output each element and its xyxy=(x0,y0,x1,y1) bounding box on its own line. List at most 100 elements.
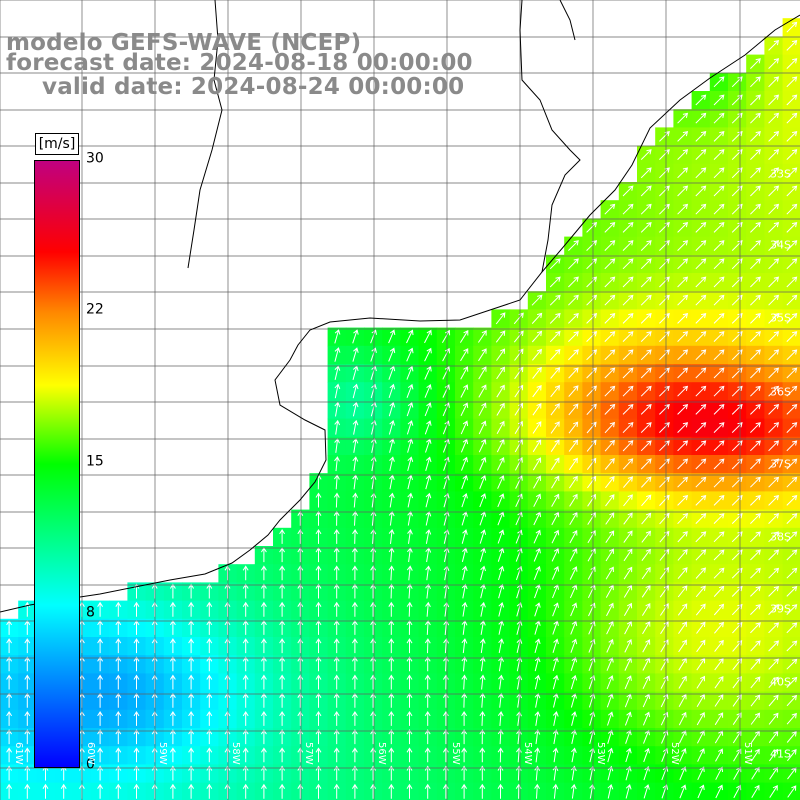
wind-arrow xyxy=(279,656,286,672)
wind-arrow xyxy=(695,112,707,124)
wind-arrow xyxy=(750,658,761,670)
wind-arrow xyxy=(695,531,707,543)
wind-arrow xyxy=(605,548,614,562)
wind-arrow xyxy=(498,674,504,690)
wind-arrow xyxy=(497,729,504,745)
wind-arrow xyxy=(786,349,798,361)
wind-arrow xyxy=(406,420,414,435)
wind-arrow xyxy=(786,640,798,652)
wind-arrow xyxy=(679,766,687,781)
wind-arrow xyxy=(169,583,176,599)
wind-arrow xyxy=(587,493,596,507)
wind-arrow xyxy=(604,331,616,342)
lon-label-60w: 60W xyxy=(85,742,96,765)
wind-arrow xyxy=(442,747,449,763)
wind-arrow xyxy=(731,422,743,433)
wind-arrow xyxy=(622,385,634,397)
wind-arrow xyxy=(497,475,505,489)
wind-arrow xyxy=(713,549,725,561)
wind-arrow xyxy=(389,456,395,472)
wind-arrow xyxy=(568,385,579,397)
wind-arrow xyxy=(731,458,743,470)
wind-arrow xyxy=(42,783,49,799)
wind-arrow xyxy=(733,766,742,780)
wind-arrow xyxy=(406,729,413,745)
wind-arrow xyxy=(731,476,743,488)
colorbar-tick-30: 30 xyxy=(86,150,104,167)
wind-arrow xyxy=(495,312,506,325)
wind-arrow xyxy=(605,530,615,543)
wind-arrow xyxy=(786,622,798,634)
wind-arrow xyxy=(695,221,707,233)
wind-arrow xyxy=(551,547,560,562)
wind-arrow xyxy=(406,765,413,781)
wind-arrow xyxy=(695,549,707,561)
wind-arrow xyxy=(515,529,523,544)
wind-arrow xyxy=(660,675,669,689)
wind-arrow xyxy=(695,258,707,270)
wind-arrow xyxy=(713,221,725,233)
wind-arrow xyxy=(6,674,13,690)
wind-arrow xyxy=(496,402,505,416)
wind-arrow xyxy=(188,783,195,799)
wind-arrow xyxy=(133,674,140,690)
wind-arrow xyxy=(677,513,689,525)
wind-arrow xyxy=(351,656,358,672)
wind-arrow xyxy=(550,457,560,471)
wind-arrow xyxy=(768,349,780,361)
wind-arrow xyxy=(242,638,249,654)
wind-arrow xyxy=(768,367,780,379)
wind-arrow xyxy=(534,602,541,617)
wind-arrow xyxy=(133,638,140,654)
wind-arrow xyxy=(315,656,322,672)
wind-arrow xyxy=(640,276,652,288)
colorbar xyxy=(34,160,80,768)
wind-arrow xyxy=(713,240,725,251)
wind-arrow xyxy=(768,676,779,689)
wind-arrow xyxy=(750,748,760,762)
wind-arrow xyxy=(533,547,541,562)
wind-arrow xyxy=(622,331,634,342)
wind-arrow xyxy=(641,476,652,488)
wind-arrow xyxy=(731,403,743,415)
wind-arrow xyxy=(351,638,358,654)
lat-label-34s: 34S xyxy=(770,238,791,252)
border-path xyxy=(519,0,581,273)
wind-arrow xyxy=(279,583,286,599)
wind-arrow xyxy=(460,384,469,398)
wind-arrow xyxy=(623,584,633,598)
wind-arrow xyxy=(534,711,541,726)
wind-arrow xyxy=(625,747,632,763)
wind-arrow xyxy=(750,185,761,197)
wind-arrow xyxy=(786,21,798,33)
wind-arrow xyxy=(695,494,707,506)
wind-arrow xyxy=(370,528,377,544)
wind-arrow xyxy=(569,548,578,562)
wind-arrow xyxy=(515,475,523,489)
wind-arrow xyxy=(497,710,504,726)
wind-arrow xyxy=(786,221,798,233)
wind-arrow xyxy=(478,366,487,380)
wind-arrow xyxy=(6,638,13,654)
wind-arrow xyxy=(750,385,761,397)
wind-arrow xyxy=(604,240,616,251)
wind-arrow xyxy=(713,422,725,433)
wind-arrow xyxy=(768,549,780,561)
wind-arrow xyxy=(479,638,486,654)
wind-arrow xyxy=(786,294,798,306)
wind-arrow xyxy=(677,312,689,324)
wind-arrow xyxy=(786,130,798,142)
wind-arrow xyxy=(695,349,707,361)
wind-arrow xyxy=(605,476,615,489)
wind-arrow xyxy=(679,784,687,799)
wind-arrow xyxy=(424,384,432,398)
wind-arrow xyxy=(115,783,122,799)
wind-arrow xyxy=(624,620,632,635)
wind-arrow xyxy=(333,528,340,544)
wind-arrow xyxy=(115,601,122,617)
wind-arrow xyxy=(260,747,267,763)
wind-arrow xyxy=(786,458,798,470)
wind-arrow xyxy=(786,240,798,251)
wind-arrow xyxy=(334,329,341,344)
wind-arrow xyxy=(6,747,13,763)
